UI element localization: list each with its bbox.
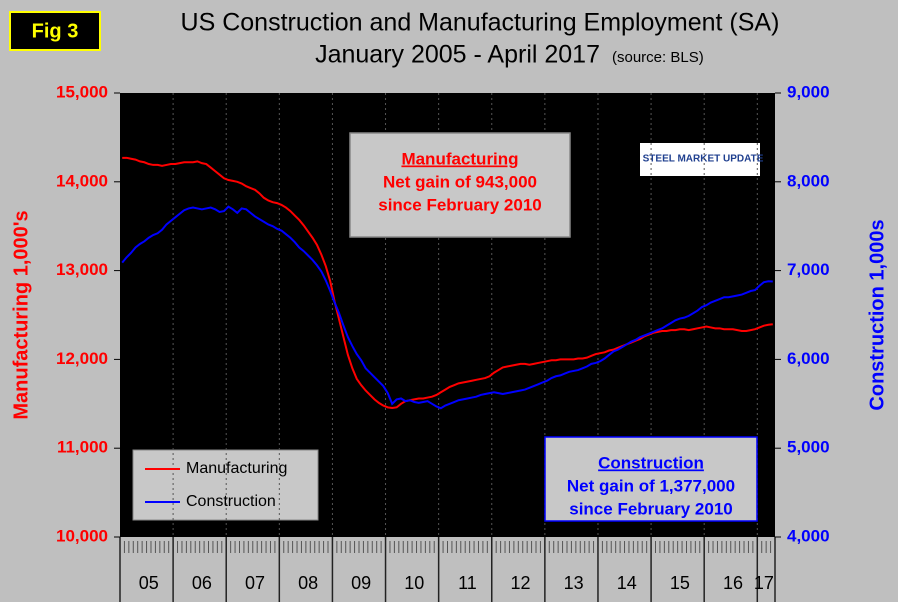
- x-tick-label: 08: [298, 573, 318, 593]
- x-tick-label: 11: [458, 573, 477, 593]
- annotation-text: since February 2010: [378, 195, 541, 214]
- annotation-box: [544, 436, 758, 522]
- y2-tick-label: 6,000: [787, 349, 830, 368]
- annotation-title: Manufacturing: [401, 149, 518, 168]
- x-tick-label: 12: [511, 573, 531, 593]
- line-series: [121, 205, 773, 410]
- x-tick-label: 13: [564, 573, 584, 593]
- y-tick-label: 12,000: [56, 349, 108, 368]
- legend-label: Construction: [186, 493, 276, 510]
- y-tick-label: 11,000: [57, 438, 108, 457]
- y2-tick-label: 4,000: [787, 526, 830, 545]
- x-tick-label: 15: [670, 573, 690, 593]
- chart-subtitle: January 2005 - April 2017: [315, 41, 600, 69]
- logo: STEEL MARKET UPDATE: [643, 154, 764, 165]
- annotation-text: since February 2010: [569, 499, 732, 518]
- annotation-box: [349, 132, 571, 238]
- x-tick-label: 17: [754, 573, 774, 593]
- y2-axis-title: Construction 1,000s: [866, 219, 888, 410]
- y2-tick-label: 8,000: [787, 171, 830, 190]
- y-axis-title: Manufacturing 1,000's: [10, 210, 32, 419]
- chart-title: US Construction and Manufacturing Employ…: [181, 9, 780, 37]
- x-tick-label: 14: [617, 573, 637, 593]
- x-tick-label: 07: [245, 573, 265, 593]
- logo-box: [640, 143, 760, 176]
- y-tick-label: 15,000: [56, 82, 108, 101]
- figure-label: Fig 3: [32, 20, 79, 42]
- annotation-text: Net gain of 1,377,000: [567, 476, 735, 495]
- x-tick-label: 06: [192, 573, 212, 593]
- x-tick-label: 10: [404, 573, 424, 593]
- annotation-text: Net gain of 943,000: [383, 172, 537, 191]
- y-tick-label: 13,000: [56, 260, 108, 279]
- source: (source: BLS): [612, 49, 704, 66]
- legend-label: Manufacturing: [186, 460, 287, 477]
- x-tick-label: 09: [351, 573, 371, 593]
- y2-tick-label: 5,000: [787, 438, 830, 457]
- y-tick-label: 14,000: [56, 171, 108, 190]
- y2-tick-label: 9,000: [787, 82, 830, 101]
- y-tick-label: 10,000: [56, 526, 108, 545]
- figure-label-box: [9, 11, 101, 51]
- y2-tick-label: 7,000: [787, 260, 830, 279]
- legend-box: [132, 449, 319, 521]
- annotation-title: Construction: [598, 453, 704, 472]
- line-series: [122, 156, 773, 409]
- x-tick-label: 16: [723, 573, 743, 593]
- x-tick-label: 05: [139, 573, 159, 593]
